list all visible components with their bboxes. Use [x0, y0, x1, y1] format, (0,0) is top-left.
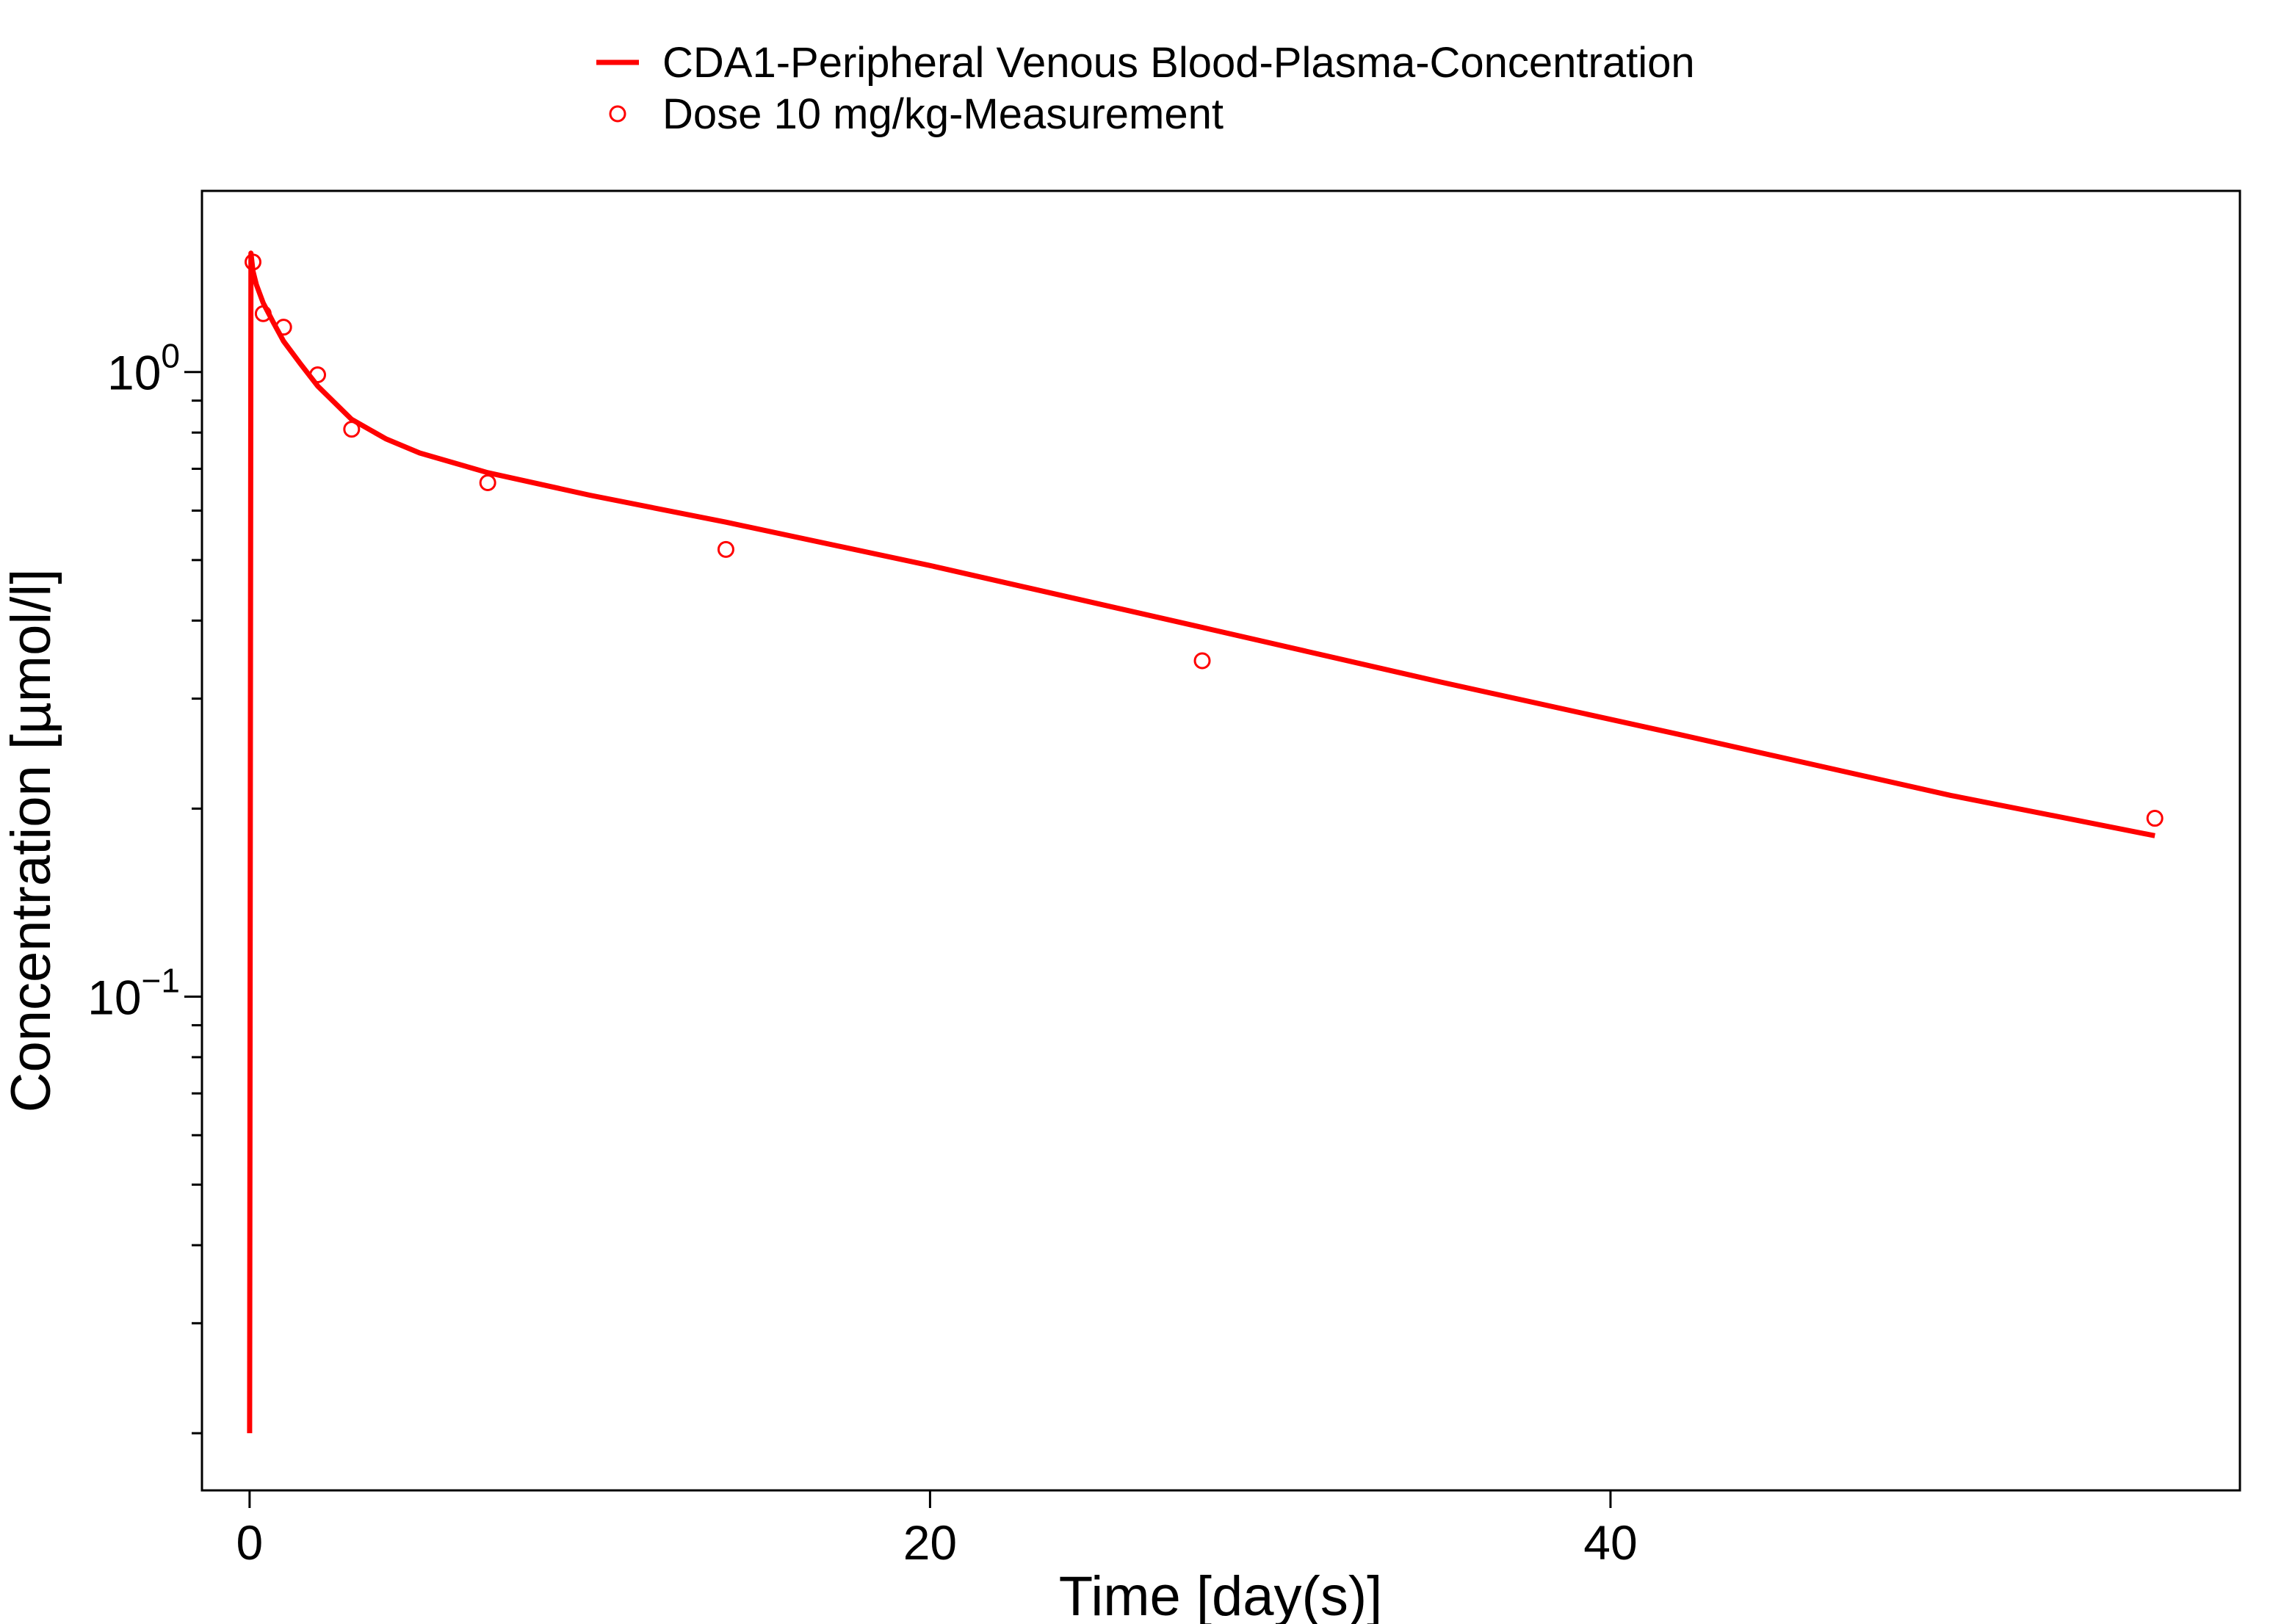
series-line	[247, 250, 2155, 1434]
series-layer	[244, 250, 2164, 1434]
data-point	[254, 305, 272, 322]
legend-circle-swatch	[609, 105, 626, 123]
data-point	[2146, 810, 2164, 827]
data-point	[479, 474, 496, 491]
plot-frame	[200, 189, 2241, 1492]
legend: CDA1-Peripheral Venous Blood-Plasma-Conc…	[596, 39, 1695, 138]
x-tick-label: 40	[1583, 1515, 1637, 1570]
y-axis-title: Concentration [µmol/l]	[0, 569, 62, 1113]
y-tick-label: 100	[107, 337, 180, 400]
x-tick-label: 0	[236, 1515, 263, 1570]
data-point	[1193, 652, 1211, 670]
data-point	[309, 366, 327, 383]
x-axis: 0 20 40	[236, 1490, 1638, 1570]
y-tick-label: 10−1	[87, 961, 180, 1024]
legend-label: CDA1-Peripheral Venous Blood-Plasma-Conc…	[662, 39, 1695, 87]
data-point	[343, 421, 361, 438]
data-point	[275, 319, 292, 336]
y-axis: 100 10−1	[87, 337, 202, 1435]
data-point	[717, 540, 734, 558]
x-tick-label: 20	[903, 1515, 957, 1570]
x-axis-title: Time [day(s)]	[1059, 1565, 1383, 1624]
data-point	[244, 253, 261, 271]
legend-label: Dose 10 mg/kg-Measurement	[662, 90, 1224, 138]
